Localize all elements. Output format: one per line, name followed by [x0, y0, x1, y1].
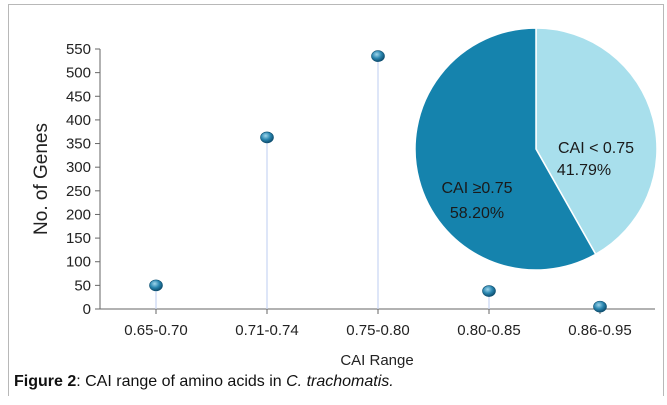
y-tick-label: 0 [83, 301, 91, 318]
pie-slice-value: 41.79% [557, 162, 611, 179]
pie-slice-label: CAI < 0.75 [558, 140, 634, 157]
y-tick-label: 200 [66, 206, 91, 223]
caption-label: Figure 2 [14, 373, 77, 390]
chart-stems [155, 56, 601, 309]
data-point [593, 300, 607, 313]
pie-slice [535, 27, 658, 256]
chart-markers [149, 50, 607, 313]
y-tick-label: 150 [66, 230, 91, 247]
pie-slice [414, 27, 597, 271]
data-point [149, 279, 163, 292]
y-axis-title: No. of Genes [31, 123, 52, 235]
figure-frame [8, 4, 664, 396]
x-tick-label: 0.65-0.70 [124, 322, 187, 339]
x-tick-label: 0.86-0.95 [568, 322, 631, 339]
y-tick-label: 450 [66, 88, 91, 105]
data-point [260, 131, 274, 144]
pie-slice-value: 58.20% [450, 205, 504, 222]
y-tick-label: 500 [66, 65, 91, 82]
y-tick-label: 350 [66, 136, 91, 153]
caption-species: C. trachomatis. [286, 373, 394, 390]
data-point [482, 285, 496, 297]
x-axis-title: CAI Range [340, 352, 413, 369]
cai-chart: 0 50 100 150 200 250 300 350 400 450 500 550 0.65-0.… [31, 27, 658, 369]
y-tick-label: 400 [66, 112, 91, 129]
pie-chart: CAI < 0.75 41.79% CAI ≥0.75 58.20% [414, 27, 658, 271]
pie-slice-label: CAI ≥0.75 [441, 180, 512, 197]
y-tick-label: 50 [74, 277, 91, 294]
y-tick-label: 300 [66, 159, 91, 176]
y-tick-label: 250 [66, 183, 91, 200]
chart-axes: 0 50 100 150 200 250 300 350 400 450 500 550 0.65-0.… [31, 41, 655, 369]
y-tick-label: 550 [66, 41, 91, 58]
x-tick-label: 0.71-0.74 [235, 322, 298, 339]
caption-text: : CAI range of amino acids in [76, 373, 287, 390]
data-point [371, 50, 385, 62]
x-tick-label: 0.75-0.80 [346, 322, 409, 339]
y-tick-label: 100 [66, 254, 91, 271]
x-tick-label: 0.80-0.85 [457, 322, 520, 339]
figure-caption: Figure 2: CAI range of amino acids in C.… [14, 373, 394, 391]
